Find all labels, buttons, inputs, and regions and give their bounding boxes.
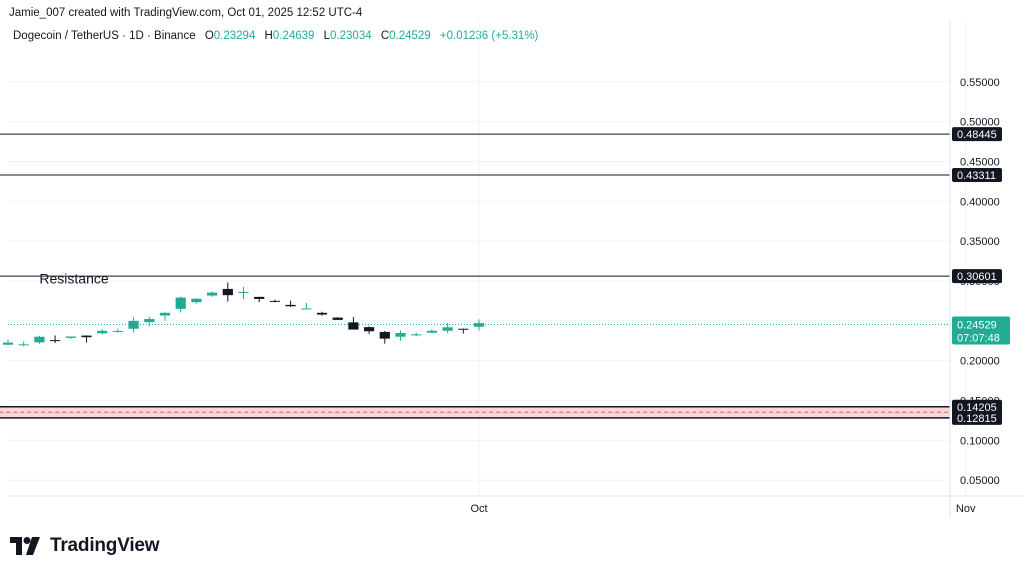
y-tick-label: 0.40000 xyxy=(960,196,1000,208)
symbol-title[interactable]: Dogecoin / TetherUS · 1D · Binance xyxy=(13,30,196,42)
level-price-tag xyxy=(952,269,1002,284)
candle-body xyxy=(97,330,108,334)
level-price-tag xyxy=(952,167,1002,182)
y-tick-label: 0.45000 xyxy=(960,157,1000,169)
y-tick-label: 0.10000 xyxy=(960,435,1000,447)
candle-body xyxy=(332,317,343,320)
candle-body xyxy=(285,304,296,307)
resistance-annotation: Resistance xyxy=(39,270,108,286)
candle-body xyxy=(426,330,438,333)
current-price-tag-label: 0.24529 xyxy=(957,320,997,332)
candles xyxy=(2,282,485,347)
candle-body xyxy=(254,296,265,299)
candle-body xyxy=(411,334,422,336)
zone-top-price-tag-label: 0.14205 xyxy=(957,402,997,414)
grid-lines xyxy=(8,20,967,496)
y-tick-label: 0.55000 xyxy=(960,77,1000,89)
candle-body xyxy=(128,320,139,329)
candle-body xyxy=(238,291,249,293)
candle-body xyxy=(144,319,155,323)
close-label: C xyxy=(380,30,390,42)
y-tick-label: 0.50000 xyxy=(960,117,1000,129)
low-value: 0.23034 xyxy=(330,30,372,42)
candle-body xyxy=(301,308,312,310)
zone-top-price-tag xyxy=(952,399,1002,414)
candle-body xyxy=(81,335,92,338)
open-label: O xyxy=(204,30,214,42)
candle-body xyxy=(395,333,406,337)
candle-body xyxy=(175,297,186,309)
candle-body xyxy=(316,312,328,315)
axes: 0.550000.500000.450000.400000.350000.300… xyxy=(8,20,1024,518)
candle-body xyxy=(2,342,14,345)
support-zone xyxy=(0,406,950,419)
countdown-label: 07:07:48 xyxy=(957,333,1000,345)
current-price-tag xyxy=(952,316,1010,345)
support-zone-fill xyxy=(0,406,950,418)
y-tick-label: 0.20000 xyxy=(960,356,1000,368)
level-price-tag-label: 0.43311 xyxy=(957,170,996,182)
x-tick-label: Oct xyxy=(470,503,487,515)
candle-body xyxy=(473,323,485,327)
high-label: H xyxy=(264,30,273,42)
level-price-tag xyxy=(952,127,1002,142)
y-tick-label: 0.05000 xyxy=(960,475,1000,487)
candle-body xyxy=(49,340,61,342)
zone-bottom-price-tag xyxy=(952,410,1002,425)
chart-attribution: Jamie_007 created with TradingView.com, … xyxy=(9,7,363,19)
candle-body xyxy=(112,330,124,332)
candle-body xyxy=(348,322,359,330)
low-label: L xyxy=(323,30,331,42)
level-price-tag-label: 0.48445 xyxy=(957,129,997,141)
brand-name: TradingView xyxy=(50,535,160,556)
close-value: 0.24529 xyxy=(389,30,431,42)
open-value: 0.23294 xyxy=(213,30,256,42)
zone-bottom-price-tag-label: 0.12815 xyxy=(957,413,997,425)
level-price-tag-label: 0.30601 xyxy=(957,271,997,283)
candle-body xyxy=(442,327,453,331)
y-tick-label: 0.35000 xyxy=(960,236,1000,248)
candle-body xyxy=(363,327,375,332)
candle-body xyxy=(191,298,202,303)
candle-body xyxy=(458,328,469,330)
candle-body xyxy=(206,292,218,296)
x-tick-label: Nov xyxy=(956,503,976,515)
symbol-legend: Dogecoin / TetherUS · 1D · Binance O0.23… xyxy=(13,30,538,42)
candle-body xyxy=(269,300,281,302)
high-value: 0.24639 xyxy=(272,30,315,42)
annotations: Resistance xyxy=(39,270,108,286)
change-value: +0.01236 (+5.31%) xyxy=(439,30,539,42)
candle-body xyxy=(18,344,29,346)
candle-body xyxy=(159,312,171,316)
candle-body xyxy=(65,336,76,338)
candle-body xyxy=(34,336,45,343)
tradingview-logo-icon xyxy=(10,537,40,555)
tradingview-logo[interactable]: TradingView xyxy=(10,535,160,557)
candle-body xyxy=(222,288,233,296)
candle-body xyxy=(379,331,390,339)
horizontal-levels xyxy=(0,133,950,326)
